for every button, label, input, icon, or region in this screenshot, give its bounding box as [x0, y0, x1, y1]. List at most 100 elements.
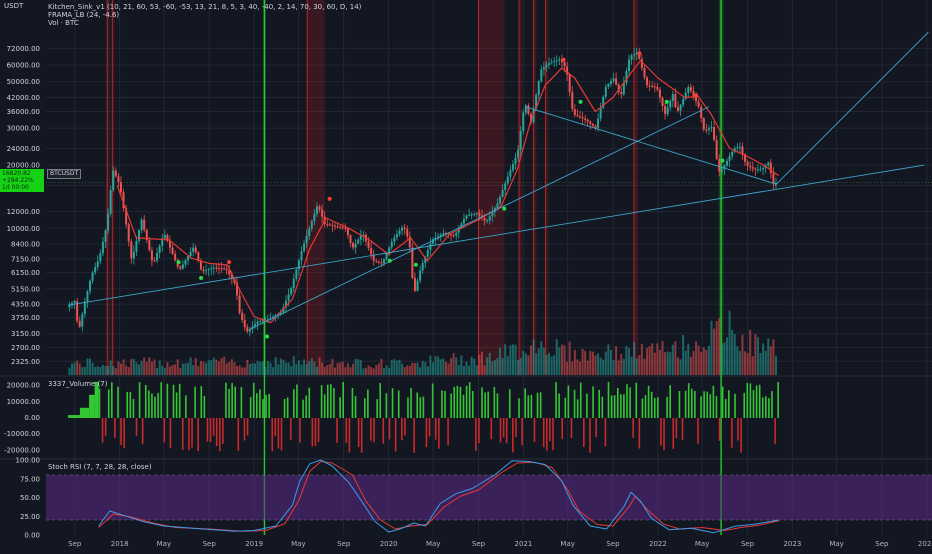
stoch-rsi-title[interactable]: Stoch RSI (7, 7, 28, 28, close)	[48, 463, 152, 471]
volume-bar	[702, 347, 705, 375]
sell-zone-band	[107, 0, 110, 375]
candle-body	[429, 243, 432, 251]
osc-ramp	[79, 407, 90, 418]
osc-bar-positive	[200, 386, 203, 418]
volume-bar	[303, 359, 306, 375]
indicator-legend-frama[interactable]: FRAMA_LB (24, -4.6)	[48, 11, 120, 19]
volume-oscillator-title[interactable]: 3337_Volume (7)	[48, 380, 108, 388]
osc-bar-positive	[268, 393, 270, 418]
volume-bar	[682, 335, 685, 375]
volume-bar	[488, 352, 491, 375]
volume-bar	[76, 360, 79, 375]
osc-bar-positive	[468, 382, 471, 418]
candle-body	[563, 62, 566, 67]
candle-body	[189, 251, 192, 256]
volume-bar	[163, 367, 166, 375]
osc-bar-negative	[672, 418, 675, 449]
candle-body	[119, 182, 122, 193]
osc-bar-positive	[462, 394, 465, 418]
volume-bar	[746, 353, 749, 375]
volume-bar	[89, 358, 92, 375]
volume-bar	[269, 362, 272, 375]
osc-bar-negative	[583, 418, 585, 447]
stoch-rsi-layer	[46, 459, 932, 534]
volume-bar	[174, 364, 177, 375]
volume-bar	[640, 343, 643, 375]
price-tick-label: 72000.00	[7, 45, 40, 53]
volume-bar	[359, 360, 362, 375]
volume-bar	[563, 345, 566, 375]
trendline	[774, 31, 929, 186]
osc-bar-negative	[401, 418, 403, 441]
candle-body	[421, 262, 424, 271]
candle-body	[101, 241, 104, 254]
candle-body	[537, 81, 540, 95]
candle-body	[468, 214, 471, 216]
volume-bar	[419, 367, 422, 375]
volume-bar	[179, 368, 182, 375]
candle-body	[514, 157, 517, 164]
osc-bar-positive	[416, 392, 419, 418]
osc-bar-negative	[499, 418, 502, 443]
candle-body	[759, 169, 762, 171]
candle-body	[346, 228, 349, 236]
volume-bar	[671, 344, 674, 375]
osc-bar-positive	[293, 389, 295, 418]
candle-body	[328, 224, 331, 226]
osc-bar-positive	[231, 383, 233, 418]
volume-bar	[542, 347, 545, 375]
candle-body	[767, 162, 770, 166]
volume-bar	[145, 361, 148, 375]
osc-bar-negative	[697, 418, 699, 444]
volume-bar	[279, 358, 282, 375]
candle-body	[751, 167, 754, 169]
osc-bar-negative	[681, 418, 684, 440]
bar-countdown: 1d 00:00	[2, 184, 29, 191]
candle-body	[354, 243, 357, 248]
unit-label: USDT	[4, 2, 24, 10]
osc-bar-positive	[407, 397, 409, 418]
volume-bar	[408, 365, 411, 375]
volume-bar	[723, 342, 726, 375]
volume-bar	[315, 366, 318, 375]
candle-body	[692, 90, 695, 97]
osc-bar-positive	[326, 384, 329, 418]
volume-bar	[664, 352, 667, 375]
candle-body	[566, 66, 569, 75]
volume-bar	[504, 344, 507, 375]
candle-body	[483, 218, 486, 221]
candle-body	[612, 78, 615, 82]
volume-bar	[138, 364, 141, 375]
volume-bar	[519, 357, 522, 375]
volume-bar	[94, 366, 97, 375]
volume-bar	[215, 359, 218, 375]
candle-body	[326, 223, 329, 225]
candle-body	[94, 266, 97, 273]
buy-signal-dot	[502, 206, 507, 211]
candle-body	[457, 228, 460, 233]
osc-bar-positive	[613, 395, 616, 418]
candle-body	[522, 112, 525, 132]
volume-bar	[349, 367, 352, 375]
osc-bar-positive	[620, 394, 622, 418]
indicator-legend-volume[interactable]: Vol · BTC	[48, 19, 79, 27]
osc-bar-positive	[728, 390, 730, 418]
volume-bar	[305, 363, 308, 375]
candle-body	[413, 277, 416, 291]
x-tick-label: May	[157, 540, 171, 548]
volume-bar	[166, 362, 169, 375]
candle-body	[199, 260, 202, 270]
osc-bar-negative	[552, 418, 554, 451]
candle-body	[290, 287, 293, 295]
indicator-legend-kitchen-sink[interactable]: Kitchen_Sink_v1 (10, 21, 60, 53, -60, -5…	[48, 3, 362, 11]
osc-bar-positive	[690, 388, 693, 418]
osc-bar-negative	[215, 418, 218, 447]
candle-body	[702, 118, 705, 130]
volume-bar	[705, 349, 708, 375]
candle-body	[163, 234, 166, 239]
osc-bar-positive	[367, 389, 369, 418]
osc-ramp	[94, 381, 99, 418]
sell-signal-dot	[327, 196, 332, 201]
candle-body	[297, 260, 300, 270]
